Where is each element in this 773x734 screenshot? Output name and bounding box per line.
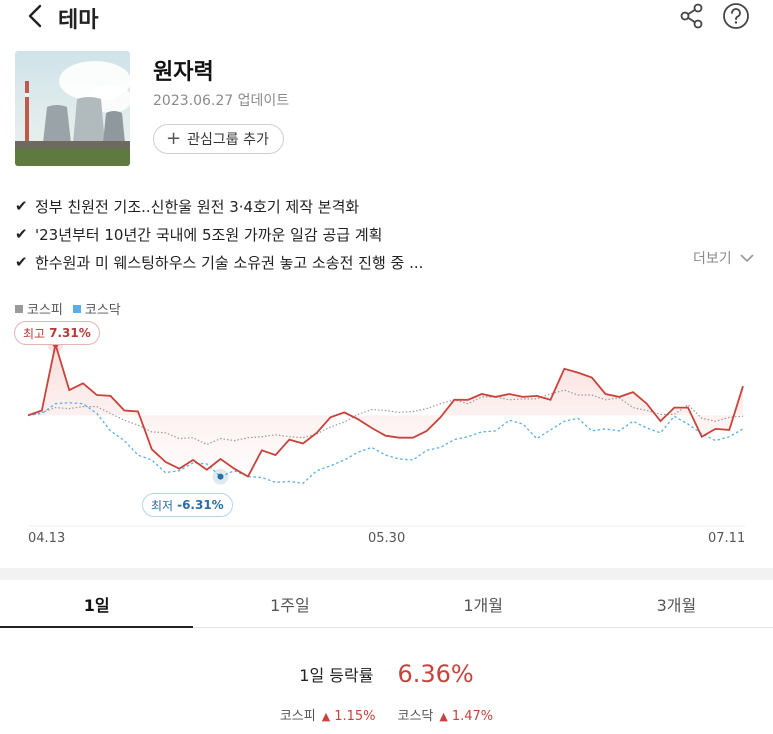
legend-label: 코스닥	[84, 303, 121, 318]
daily-change-summary: 1일 등락률 6.36%	[0, 660, 773, 688]
period-tabs: 1일 1주일 1개월 3개월	[0, 580, 773, 628]
x-tick-label: 07.11	[708, 531, 746, 546]
kosdaq-value: 1.47%	[451, 709, 494, 724]
tab-1-day[interactable]: 1일	[0, 580, 194, 628]
theme-chart	[0, 318, 773, 558]
theme-news-list: ✔ 정부 친원전 기조..신한울 원전 3·4호기 제작 본격화 ✔ '23년부…	[15, 192, 755, 276]
theme-updated-date: 2023.06.27 업데이트	[153, 93, 290, 109]
high-value: 7.31%	[49, 326, 91, 340]
theme-image	[15, 51, 130, 166]
kospi-label: 코스피	[279, 709, 316, 724]
add-group-label: 관심그룹 추가	[187, 132, 269, 148]
chevron-down-icon	[740, 254, 754, 263]
up-arrow-icon: ▲	[321, 710, 331, 723]
chart-area-layer	[28, 344, 743, 477]
page-title: 테마	[58, 8, 99, 33]
tab-1-week[interactable]: 1주일	[270, 595, 310, 615]
share-button[interactable]	[678, 2, 706, 30]
chevron-left-icon	[28, 4, 42, 28]
news-text: 정부 친원전 기조..신한울 원전 3·4호기 제작 본격화	[35, 197, 360, 216]
legend-swatch	[72, 304, 81, 313]
news-item: ✔ 정부 친원전 기조..신한울 원전 3·4호기 제작 본격화	[15, 192, 755, 220]
chart-low-badge: 최저 -6.31%	[142, 493, 233, 517]
check-icon: ✔	[15, 197, 28, 215]
add-interest-group-button[interactable]: + 관심그룹 추가	[153, 124, 284, 154]
kospi-change: 코스피 ▲ 1.15%	[280, 705, 376, 724]
tab-3-month[interactable]: 3개월	[656, 595, 697, 615]
up-arrow-icon: ▲	[439, 710, 448, 723]
news-text: '23년부터 10년간 국내에 5조원 가까운 일감 공급 계획	[35, 225, 383, 244]
chart-lines-layer	[27, 344, 744, 484]
more-label: 더보기	[693, 251, 732, 267]
legend-swatch	[15, 304, 23, 313]
x-tick-label: 05.30	[368, 531, 406, 546]
chart-legend: 코스피 코스닥	[15, 299, 121, 318]
index-change-row: 코스피 ▲ 1.15% 코스닥 ▲ 1.47%	[0, 705, 773, 724]
plus-icon: +	[166, 128, 182, 149]
legend-item-kospi: 코스피	[15, 299, 63, 318]
change-label: 1일 등락률	[299, 666, 374, 685]
series-line-kospi	[27, 389, 744, 446]
section-divider	[0, 568, 773, 580]
low-marker-dot	[217, 473, 224, 480]
high-label: 최고	[23, 326, 46, 341]
x-tick-label: 04.13	[28, 531, 66, 546]
more-button[interactable]: 더보기	[693, 248, 754, 268]
news-text: 한수원과 미 웨스팅하우스 기술 소유권 놓고 소송전 진행 중 ...	[35, 253, 424, 272]
change-value: 6.36%	[397, 660, 474, 688]
low-label: 최저	[151, 498, 174, 513]
kosdaq-change: 코스닥 ▲ 1.47%	[398, 705, 494, 724]
theme-area-fill	[28, 344, 743, 477]
series-line-kosdaq	[27, 402, 744, 484]
tab-1-month[interactable]: 1개월	[463, 595, 503, 615]
kosdaq-label: 코스닥	[397, 709, 434, 724]
app-header: 테마	[0, 0, 773, 34]
series-line-theme	[27, 344, 744, 478]
share-icon	[680, 3, 703, 29]
kospi-value: 1.15%	[334, 709, 376, 724]
legend-item-kosdaq: 코스닥	[72, 299, 121, 318]
help-icon	[723, 3, 749, 29]
news-item: ✔ 한수원과 미 웨스팅하우스 기술 소유권 놓고 소송전 진행 중 ...	[15, 248, 755, 276]
help-button[interactable]	[722, 2, 750, 30]
check-icon: ✔	[15, 225, 28, 243]
check-icon: ✔	[15, 253, 28, 271]
legend-label: 코스피	[27, 303, 63, 318]
back-button[interactable]	[22, 2, 52, 30]
chart-high-badge: 최고 7.31%	[14, 321, 100, 345]
low-value: -6.31%	[177, 498, 224, 512]
news-item: ✔ '23년부터 10년간 국내에 5조원 가까운 일감 공급 계획	[15, 220, 755, 248]
theme-name: 원자력	[153, 60, 214, 85]
chart-svg	[27, 336, 745, 527]
